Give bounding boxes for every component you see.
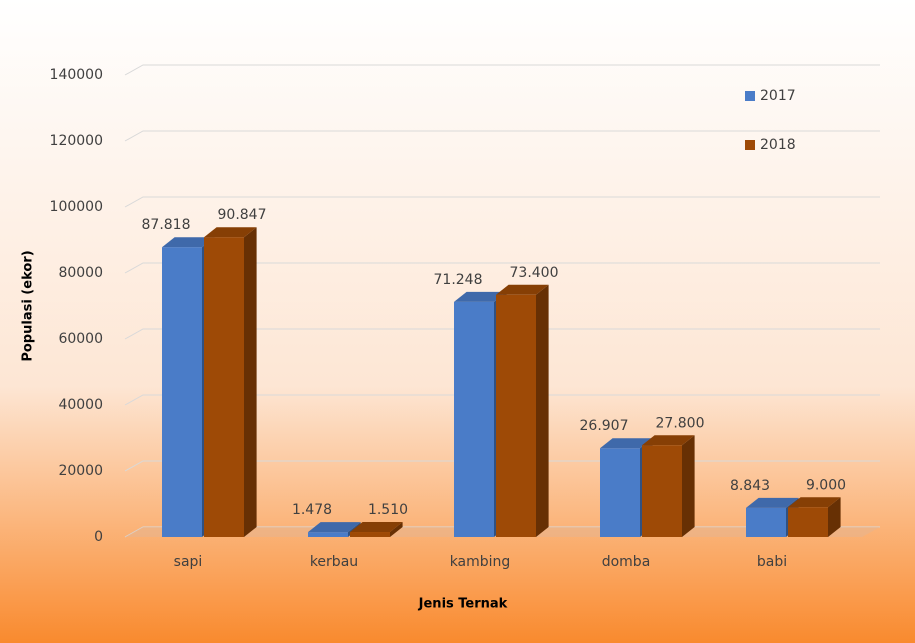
bar [350, 532, 390, 537]
x-axis-title: Jenis Ternak [418, 597, 508, 612]
y-tick-label: 140000 [50, 67, 103, 83]
value-label: 8.843 [730, 478, 770, 494]
value-label: 90.847 [218, 207, 267, 223]
value-label: 87.818 [142, 217, 191, 233]
y-tick-label: 100000 [50, 199, 103, 215]
value-label: 71.248 [434, 272, 483, 288]
bar [746, 508, 786, 537]
bar [788, 507, 828, 537]
value-label: 1.478 [292, 502, 332, 518]
bar [308, 532, 348, 537]
value-label: 27.800 [656, 415, 705, 431]
bar [600, 448, 640, 537]
legend-label: 2017 [760, 88, 796, 104]
y-tick-label: 60000 [58, 331, 103, 347]
bar [496, 295, 536, 537]
bar [454, 302, 494, 537]
y-tick-label: 120000 [50, 133, 103, 149]
bar-side [244, 227, 257, 537]
y-tick-label: 0 [94, 529, 103, 545]
bar [162, 247, 202, 537]
bar-side [682, 435, 695, 537]
value-label: 9.000 [806, 477, 846, 493]
legend-label: 2018 [760, 137, 796, 153]
x-tick-label: kerbau [310, 554, 358, 570]
bar [204, 237, 244, 537]
y-axis-title: Populasi (ekor) [21, 250, 36, 361]
y-tick-label: 20000 [58, 463, 103, 479]
bar-side [536, 285, 549, 537]
y-tick-label: 40000 [58, 397, 103, 413]
value-label: 1.510 [368, 502, 408, 518]
value-label: 26.907 [580, 418, 629, 434]
y-tick-label: 80000 [58, 265, 103, 281]
value-label: 73.400 [510, 265, 559, 281]
legend-swatch [745, 140, 755, 150]
x-tick-label: sapi [174, 554, 203, 570]
x-tick-label: babi [757, 554, 787, 570]
legend-swatch [745, 91, 755, 101]
bar [642, 445, 682, 537]
chart: Populasi (ekor) Jenis Ternak 0 20000 40000… [0, 0, 915, 643]
x-tick-label: kambing [450, 554, 511, 570]
x-tick-label: domba [602, 554, 651, 570]
